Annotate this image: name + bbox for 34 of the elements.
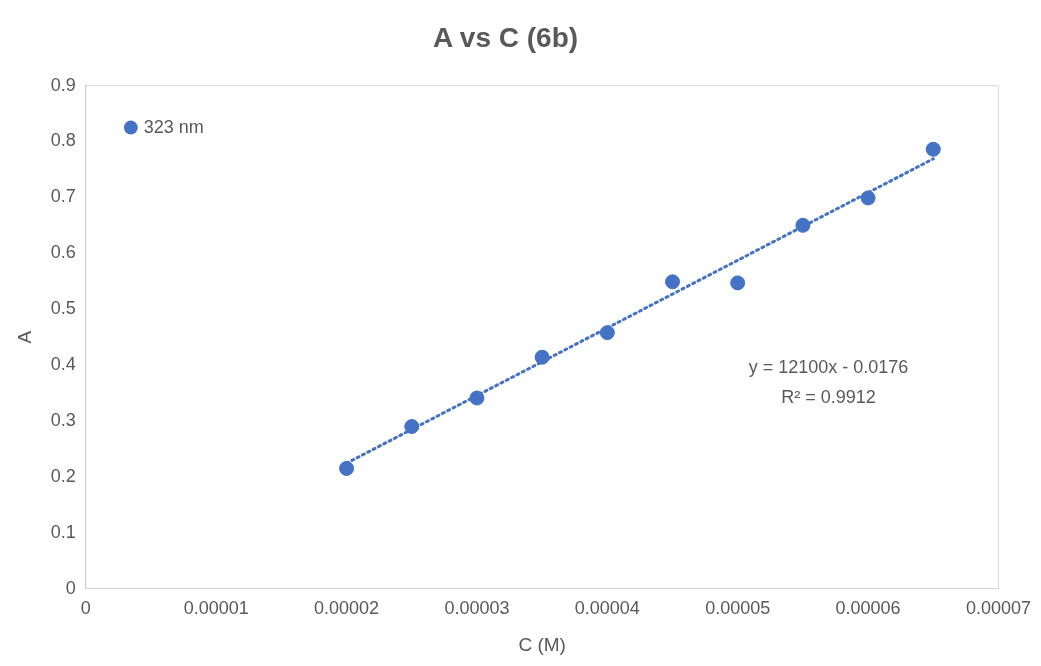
x-tick-label: 0.00004 [574, 598, 640, 619]
y-tick-label: 0.2 [50, 465, 76, 486]
x-axis-title: C (M) [518, 633, 566, 655]
x-tick-label: 0.00001 [183, 598, 249, 619]
point [795, 217, 811, 233]
point [925, 141, 941, 157]
y-tick-label: 0.4 [50, 354, 76, 375]
y-tick-label: 0.8 [50, 130, 76, 151]
x-tick-label: 0.00007 [965, 598, 1032, 619]
x-tick-label: 0.00006 [835, 598, 901, 619]
y-tick-label: 0.7 [50, 186, 76, 207]
x-tick-label: 0.00002 [314, 598, 380, 619]
point [599, 325, 615, 341]
x-tick-label: 0.00005 [705, 598, 771, 619]
point [404, 419, 420, 435]
y-tick-label: 0.3 [50, 409, 76, 430]
point [665, 274, 681, 290]
point [534, 349, 550, 365]
x-tick-label: 0 [80, 598, 91, 619]
point [730, 275, 746, 291]
y-tick-label: 0 [65, 577, 76, 598]
x-tick-label: 0.00003 [444, 598, 510, 619]
y-tick-label: 0.6 [50, 242, 76, 263]
annotation: y = 12100x - 0.0176 [748, 357, 909, 378]
point [860, 190, 876, 206]
annotation: R² = 0.9912 [781, 387, 876, 408]
legend-label: 323 nm [143, 116, 204, 137]
y-axis-title: A [13, 330, 35, 344]
y-tick-label: 0.5 [50, 298, 76, 319]
chart-title: A vs C (6b) [432, 21, 579, 53]
point [339, 460, 355, 476]
point [469, 390, 485, 406]
y-tick-label: 0.9 [50, 74, 76, 95]
y-tick-label: 0.1 [50, 521, 76, 542]
